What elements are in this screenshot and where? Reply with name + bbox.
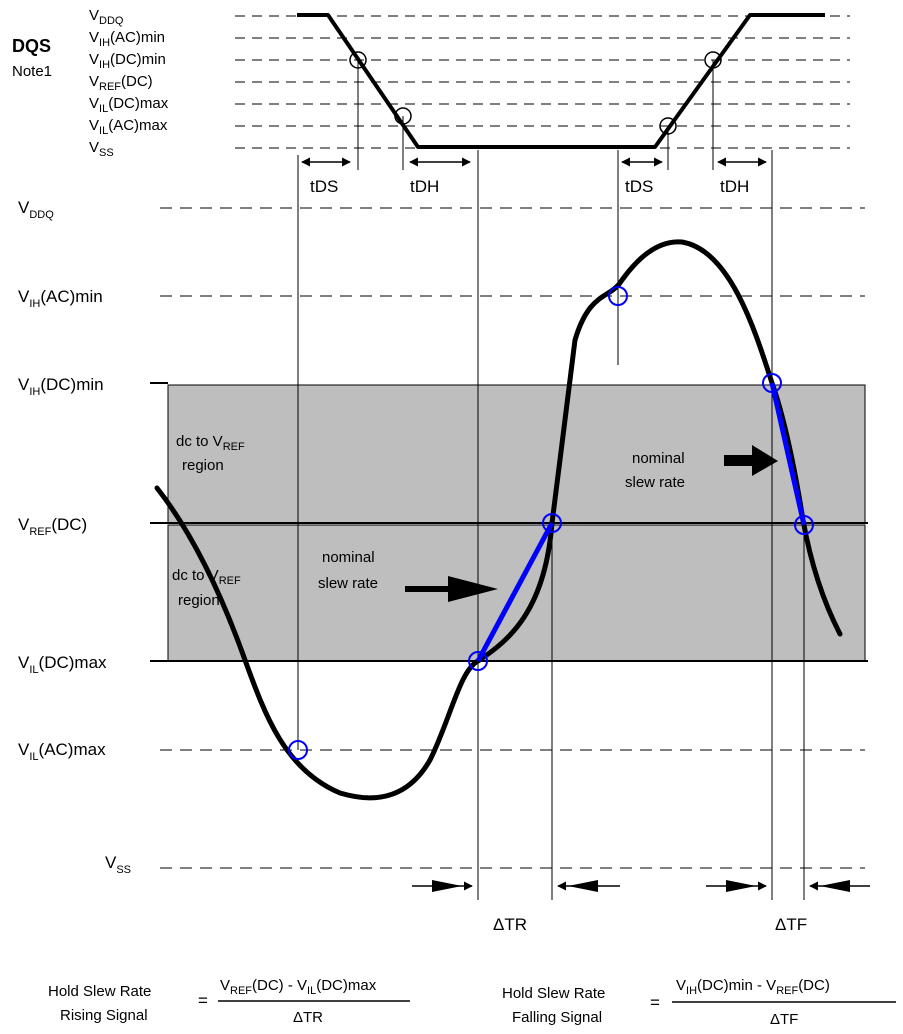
dqs-level-vref: VREF(DC) <box>89 73 153 93</box>
dqs-level-vddq: VDDQ <box>89 7 124 27</box>
rising-annotation-line1: nominal <box>322 549 375 566</box>
dqs-level-vil-dc: VIL(DC)max <box>89 95 169 115</box>
delta-tr-label: ΔTR <box>493 915 527 934</box>
delta-tf-left-head <box>726 880 756 892</box>
upper-dc-region <box>167 384 866 524</box>
falling-formula-numerator: VIH(DC)min - VREF(DC) <box>676 977 830 997</box>
delta-tr-right-head <box>568 880 598 892</box>
rising-formula-numerator: VREF(DC) - VIL(DC)max <box>220 977 377 997</box>
data-level-vil-ac: VIL(AC)max <box>18 740 106 763</box>
data-level-vih-ac: VIH(AC)min <box>18 287 103 310</box>
falling-formula-label1: Hold Slew Rate <box>502 985 605 1002</box>
data-level-vih-dc: VIH(DC)min <box>18 375 104 398</box>
dqs-level-vil-ac: VIL(AC)max <box>89 117 168 137</box>
falling-formula-denominator: ΔTF <box>770 1011 798 1028</box>
falling-formula: Hold Slew Rate Falling Signal = VIH(DC)m… <box>502 977 896 1028</box>
delta-tf-label: ΔTF <box>775 915 807 934</box>
timing-verticals <box>297 60 805 900</box>
data-level-vss: VSS <box>105 853 131 876</box>
tds-label-1: tDS <box>310 177 338 196</box>
dqs-note: Note1 <box>12 63 52 80</box>
rising-annotation-line2: slew rate <box>318 575 378 592</box>
upper-region-label-2: region <box>182 457 224 474</box>
dqs-level-vss: VSS <box>89 139 114 159</box>
delta-tf-right-head <box>820 880 850 892</box>
falling-annotation-line2: slew rate <box>625 474 685 491</box>
data-level-vddq: VDDQ <box>18 198 54 221</box>
data-level-labels: VDDQ VIH(AC)min VIH(DC)min VREF(DC) VIL(… <box>18 198 131 876</box>
rising-formula-denominator: ΔTR <box>293 1009 323 1026</box>
rising-formula-label2: Rising Signal <box>60 1007 148 1024</box>
rising-formula-equals: = <box>198 991 208 1010</box>
rising-formula-label1: Hold Slew Rate <box>48 983 151 1000</box>
data-level-lines <box>160 207 865 869</box>
rising-formula: Hold Slew Rate Rising Signal = VREF(DC) … <box>48 977 410 1026</box>
dqs-level-lines <box>235 15 850 149</box>
dqs-title: DQS <box>12 36 51 56</box>
dqs-waveform <box>297 13 825 149</box>
falling-slew-line <box>769 382 807 526</box>
lower-region-label-2: region <box>178 592 220 609</box>
tds-label-2: tDS <box>625 177 653 196</box>
dqs-level-labels: VDDQ VIH(AC)min VIH(DC)min VREF(DC) VIL(… <box>89 7 169 159</box>
upper-region-label-1: dc to VREF <box>176 433 245 453</box>
data-crossing-markers <box>288 286 814 760</box>
falling-formula-equals: = <box>650 993 660 1012</box>
falling-annotation-line1: nominal <box>632 450 685 467</box>
delta-tr-left-head <box>432 880 462 892</box>
tdh-label-1: tDH <box>410 177 439 196</box>
dqs-level-vih-dc: VIH(DC)min <box>89 51 166 71</box>
rising-slew-line <box>475 521 555 663</box>
data-level-vref: VREF(DC) <box>18 515 87 538</box>
dqs-level-vih-ac: VIH(AC)min <box>89 29 165 49</box>
falling-formula-label2: Falling Signal <box>512 1009 602 1026</box>
data-level-vil-dc: VIL(DC)max <box>18 653 107 676</box>
tdh-label-2: tDH <box>720 177 749 196</box>
falling-annotation-arrow <box>724 445 778 476</box>
rising-annotation-arrow <box>405 576 498 602</box>
dqs-crossing-markers <box>349 51 722 135</box>
